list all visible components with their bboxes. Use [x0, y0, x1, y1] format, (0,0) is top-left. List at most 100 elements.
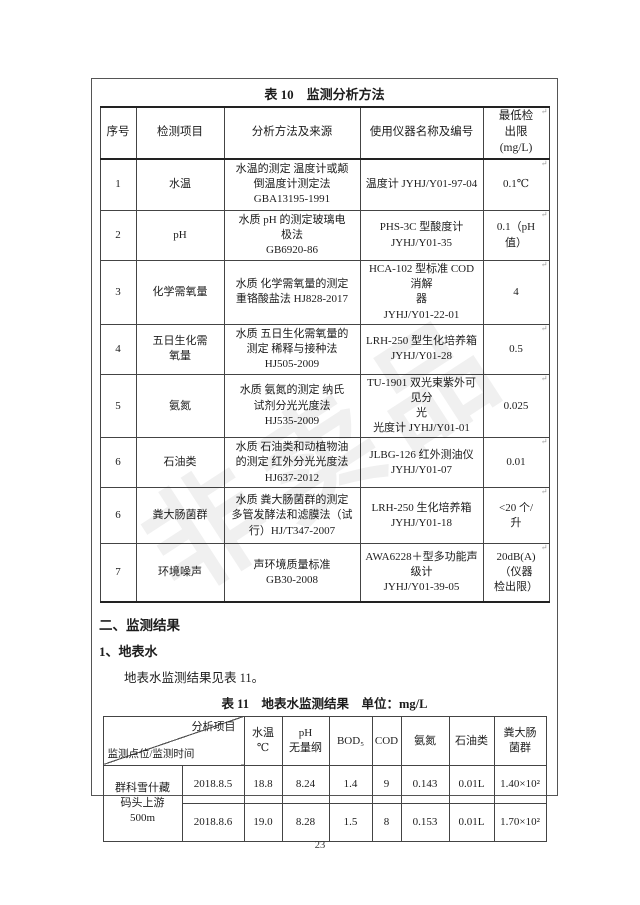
cell-limit-value: 0.5	[509, 342, 523, 355]
table-row: 6 石油类 水质 石油类和动植物油 的测定 红外分光光度法 HJ637-2012…	[99, 437, 550, 489]
cell-date: 2018.8.5	[181, 764, 245, 804]
table10-monitoring-methods: 序号 检测项目 分析方法及来源 使用仪器名称及编号 最低检 出限 (mg/L) ↵…	[99, 106, 550, 603]
cell-value: 9	[371, 764, 402, 804]
cell-value: 8.24	[281, 764, 330, 804]
cell-limit: 0.1℃ ↵	[482, 158, 550, 212]
return-mark-icon: ↵	[540, 107, 548, 116]
cell-value: 18.8	[243, 764, 283, 804]
return-mark-icon: ↵	[540, 260, 548, 270]
col-header-water-temp: 水温 ℃	[243, 715, 283, 766]
return-mark-icon: ↵	[540, 373, 548, 383]
return-mark-icon: ↵	[540, 158, 548, 168]
cell-no: 4	[99, 323, 137, 375]
return-mark-icon: ↵	[540, 210, 548, 220]
cell-limit-value: <20 个/ 升	[498, 501, 533, 529]
cell-date: 2018.8.6	[181, 802, 245, 842]
cell-limit: 0.01 ↵	[482, 437, 550, 489]
table-row: 2018.8.6 19.0 8.28 1.5 8 0.153 0.01L 1.7…	[103, 802, 547, 842]
cell-instrument: LRH-250 型生化培养箱 JYHJ/Y01-28	[359, 323, 484, 375]
table-row: 5 氨氮 水质 氨氮的测定 纳氏 试剂分光光度法 HJ535-2009 TU-1…	[99, 373, 550, 439]
cell-method: 水质 氨氮的测定 纳氏 试剂分光光度法 HJ535-2009	[223, 373, 361, 439]
cell-limit-value: 0.1℃	[502, 178, 530, 191]
col-header-fecal-coliform: 粪大肠 菌群	[493, 715, 547, 766]
cell-item: 石油类	[135, 437, 225, 489]
cell-limit: 0.1（pH 值） ↵	[482, 210, 550, 262]
page-number: 23	[314, 840, 326, 851]
cell-value: 0.143	[400, 764, 450, 804]
cell-value: 1.70×10²	[493, 802, 547, 842]
cell-no: 3	[99, 260, 137, 325]
cell-limit-value: 0.025	[503, 399, 529, 412]
return-mark-icon: ↵	[540, 437, 548, 447]
col-header-limit: 最低检 出限 (mg/L) ↵	[482, 106, 550, 160]
cell-limit: 20dB(A) （仪器 检出限） ↵	[482, 543, 550, 603]
return-mark-icon: ↵	[540, 543, 548, 553]
cell-instrument: HCA-102 型标准 COD 消解 器 JYHJ/Y01-22-01	[359, 260, 484, 325]
cell-limit: 4 ↵	[482, 260, 550, 325]
table11-caption: 表 11 地表水监测结果 单位：mg/L	[221, 696, 428, 711]
table11-header-row: 分析项目 监测点位/监测时间 水温 ℃ pH 无量纲 BOD₅ COD 氨氮 石…	[102, 715, 547, 766]
col-header-ammonia: 氨氮	[400, 715, 450, 766]
cell-limit: 0.025 ↵	[482, 373, 550, 439]
diagonal-label-analysis-items: 分析项目	[191, 720, 236, 733]
cell-method: 水质 石油类和动植物油 的测定 红外分光光度法 HJ637-2012	[223, 437, 361, 489]
surface-water-paragraph: 地表水监测结果见表 11。	[124, 670, 265, 685]
cell-no: 7	[99, 543, 137, 603]
cell-item: 水温	[135, 158, 225, 212]
table-row: 7 环境噪声 声环境质量标准 GB30-2008 AWA6228＋型多功能声级计…	[99, 543, 550, 603]
col-header-cod: COD	[371, 715, 402, 766]
cell-value: 0.01L	[448, 802, 495, 842]
page-frame: 表 10 监测分析方法 序号 检测项目 分析方法及来源 使用仪器名称及编号 最低…	[91, 78, 558, 842]
col-header-bod5: BOD₅	[328, 715, 373, 766]
table-row: 群科雪什藏 码头上游 500m 2018.8.5 18.8 8.24 1.4 9…	[102, 764, 547, 842]
col-header-item: 检测项目	[135, 106, 225, 160]
cell-site-name: 群科雪什藏 码头上游 500m	[102, 764, 183, 842]
cell-limit: 0.5 ↵	[482, 323, 550, 375]
cell-method: 水质 粪大肠菌群的测定 多管发酵法和滤膜法（试 行）HJ/T347-2007	[223, 487, 361, 545]
cell-value: 1.4	[328, 764, 373, 804]
cell-limit: <20 个/ 升 ↵	[482, 487, 550, 545]
cell-no: 6	[99, 437, 137, 489]
cell-method: 水质 pH 的测定玻璃电 极法 GB6920-86	[223, 210, 361, 262]
return-mark-icon: ↵	[540, 323, 548, 333]
cell-method: 水质 五日生化需氧量的 测定 稀释与接种法 HJ505-2009	[223, 323, 361, 375]
cell-value: 8	[371, 802, 402, 842]
cell-item: 粪大肠菌群	[135, 487, 225, 545]
cell-limit-value: 4	[513, 285, 519, 298]
cell-value: 1.5	[328, 802, 373, 842]
diagonal-header-cell: 分析项目 监测点位/监测时间	[102, 715, 245, 766]
col-header-instrument: 使用仪器名称及编号	[359, 106, 484, 160]
col-header-method: 分析方法及来源	[223, 106, 361, 160]
cell-instrument: AWA6228＋型多功能声级计 JYHJ/Y01-39-05	[359, 543, 484, 603]
cell-instrument: JLBG-126 红外测油仪 JYHJ/Y01-07	[359, 437, 484, 489]
table10-caption: 表 10 监测分析方法	[264, 87, 385, 102]
cell-item: 氨氮	[135, 373, 225, 439]
table-row: 3 化学需氧量 水质 化学需氧量的测定 重铬酸盐法 HJ828-2017 HCA…	[99, 260, 550, 325]
return-mark-icon: ↵	[540, 487, 548, 497]
cell-no: 5	[99, 373, 137, 439]
cell-method: 声环境质量标准 GB30-2008	[223, 543, 361, 603]
cell-no: 2	[99, 210, 137, 262]
cell-item: 环境噪声	[135, 543, 225, 603]
cell-limit-value: 20dB(A) （仪器 检出限）	[494, 550, 538, 594]
cell-no: 6	[99, 487, 137, 545]
section-heading-surface-water: 1、地表水	[99, 643, 158, 659]
cell-item: pH	[135, 210, 225, 262]
cell-value: 0.153	[400, 802, 450, 842]
cell-item: 五日生化需 氧量	[135, 323, 225, 375]
cell-instrument: PHS-3C 型酸度计 JYHJ/Y01-35	[359, 210, 484, 262]
table10-header-row: 序号 检测项目 分析方法及来源 使用仪器名称及编号 最低检 出限 (mg/L) ↵	[99, 106, 550, 160]
cell-value: 1.40×10²	[493, 764, 547, 804]
cell-instrument: 温度计 JYHJ/Y01-97-04	[359, 158, 484, 212]
cell-value: 8.28	[281, 802, 330, 842]
cell-instrument: LRH-250 生化培养箱 JYHJ/Y01-18	[359, 487, 484, 545]
cell-value: 0.01L	[448, 764, 495, 804]
section-heading-results: 二、监测结果	[99, 617, 180, 633]
cell-limit-value: 0.1（pH 值）	[496, 221, 536, 249]
table-row: 6 粪大肠菌群 水质 粪大肠菌群的测定 多管发酵法和滤膜法（试 行）HJ/T34…	[99, 487, 550, 545]
table-row: 1 水温 水温的测定 温度计或颠 倒温度计测定法 GBA13195-1991 温…	[99, 158, 550, 212]
cell-method: 水温的测定 温度计或颠 倒温度计测定法 GBA13195-1991	[223, 158, 361, 212]
cell-limit-value: 0.01	[506, 456, 526, 469]
cell-item: 化学需氧量	[135, 260, 225, 325]
cell-no: 1	[99, 158, 137, 212]
